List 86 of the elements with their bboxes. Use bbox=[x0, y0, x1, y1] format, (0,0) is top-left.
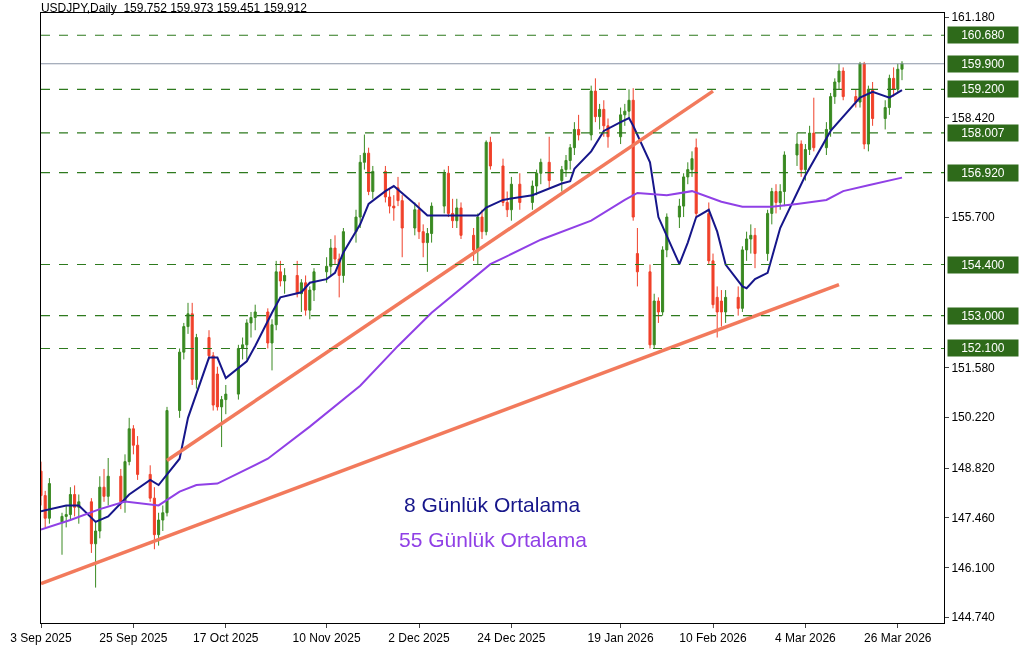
y-tick-label: 155.700 bbox=[951, 210, 996, 225]
x-tick-label: 10 Feb 2026 bbox=[679, 631, 748, 646]
candlestick bbox=[799, 139, 803, 178]
candlestick bbox=[896, 63, 900, 94]
candlestick bbox=[455, 198, 459, 229]
candlestick bbox=[484, 139, 488, 236]
candlestick bbox=[598, 103, 602, 130]
candlestick bbox=[724, 289, 728, 324]
x-tick-label: 4 Mar 2026 bbox=[775, 631, 837, 646]
candlestick bbox=[589, 85, 593, 141]
candlestick bbox=[635, 227, 639, 287]
candlestick bbox=[367, 147, 371, 196]
candlestick bbox=[841, 66, 845, 101]
ref-line-label: 159.900 bbox=[961, 57, 1005, 71]
candlestick bbox=[593, 77, 597, 123]
candlestick bbox=[509, 176, 513, 222]
candlestick bbox=[102, 468, 106, 503]
candlestick bbox=[858, 61, 862, 109]
candlestick bbox=[631, 87, 635, 222]
candlestick bbox=[782, 150, 786, 207]
text: 55 Günlük Ortalama bbox=[399, 528, 588, 551]
candlestick bbox=[862, 61, 866, 150]
candlestick bbox=[47, 477, 51, 525]
candlestick bbox=[854, 88, 858, 109]
ref-line-label: 160.680 bbox=[961, 28, 1005, 42]
candlestick bbox=[459, 201, 463, 240]
candlestick bbox=[652, 293, 656, 349]
candlestick bbox=[871, 81, 875, 127]
x-tick-label: 10 Nov 2025 bbox=[292, 631, 361, 646]
candlestick bbox=[476, 212, 480, 266]
candlestick bbox=[341, 227, 345, 284]
x-tick-label: 3 Sep 2025 bbox=[10, 631, 73, 646]
candlestick bbox=[480, 209, 484, 240]
y-tick-label: 150.220 bbox=[951, 410, 996, 425]
y-tick-label: 148.820 bbox=[951, 461, 996, 476]
x-tick-label: 25 Sep 2025 bbox=[99, 631, 168, 646]
candlestick bbox=[190, 302, 194, 386]
ref-line-label: 159.200 bbox=[961, 82, 1005, 96]
candlestick bbox=[892, 66, 896, 98]
candlestick bbox=[648, 264, 652, 349]
candlestick bbox=[304, 274, 308, 317]
candlestick bbox=[89, 497, 93, 554]
candlestick bbox=[656, 296, 660, 324]
y-tick-label: 146.100 bbox=[951, 560, 996, 575]
x-tick-label: 26 Mar 2026 bbox=[864, 631, 932, 646]
x-tick-label: 17 Oct 2025 bbox=[193, 631, 259, 646]
candlestick bbox=[547, 136, 551, 189]
candlestick bbox=[753, 227, 757, 269]
x-tick-label: 19 Jan 2026 bbox=[587, 631, 654, 646]
candlestick bbox=[371, 165, 375, 200]
y-tick-label: 161.180 bbox=[951, 10, 996, 25]
ref-line-label: 156.920 bbox=[961, 166, 1005, 180]
candlestick bbox=[236, 344, 240, 401]
ref-line-label: 154.400 bbox=[961, 258, 1005, 272]
y-tick-label: 158.420 bbox=[951, 110, 996, 125]
candlestick bbox=[119, 468, 123, 510]
candlestick bbox=[295, 260, 299, 298]
candlestick bbox=[73, 484, 77, 517]
candlestick bbox=[577, 114, 581, 141]
candlestick bbox=[392, 194, 396, 222]
candlestick bbox=[194, 333, 198, 390]
line-series bbox=[41, 89, 903, 523]
y-tick-label: 144.740 bbox=[951, 610, 996, 625]
candlestick bbox=[694, 138, 698, 218]
y-tick-label: 151.580 bbox=[951, 360, 996, 375]
candlestick bbox=[442, 169, 446, 214]
candlestick bbox=[812, 97, 816, 152]
candlestick bbox=[795, 132, 799, 167]
candlestick bbox=[472, 227, 476, 262]
candlestick bbox=[283, 267, 287, 295]
x-tick-label: 24 Dec 2025 bbox=[477, 631, 546, 646]
candlestick bbox=[278, 260, 282, 287]
candlestick bbox=[866, 85, 870, 152]
candlestick bbox=[106, 457, 110, 506]
candlestick bbox=[736, 285, 740, 317]
ref-line-label: 153.000 bbox=[961, 309, 1005, 323]
ref-line-label: 152.100 bbox=[961, 341, 1005, 355]
line-series bbox=[41, 176, 903, 531]
chart-title: USDJPY,Daily 159.752 159.973 159.451 159.912 bbox=[40, 0, 308, 15]
candlestick bbox=[488, 136, 492, 171]
candlestick bbox=[518, 172, 522, 211]
text: 8 Günlük Ortalama bbox=[404, 493, 581, 516]
x-tick-label: 2 Dec 2025 bbox=[388, 631, 451, 646]
y-tick-label: 147.460 bbox=[951, 511, 996, 526]
ref-line-label: 158.007 bbox=[961, 126, 1005, 140]
candlestick bbox=[774, 183, 778, 214]
